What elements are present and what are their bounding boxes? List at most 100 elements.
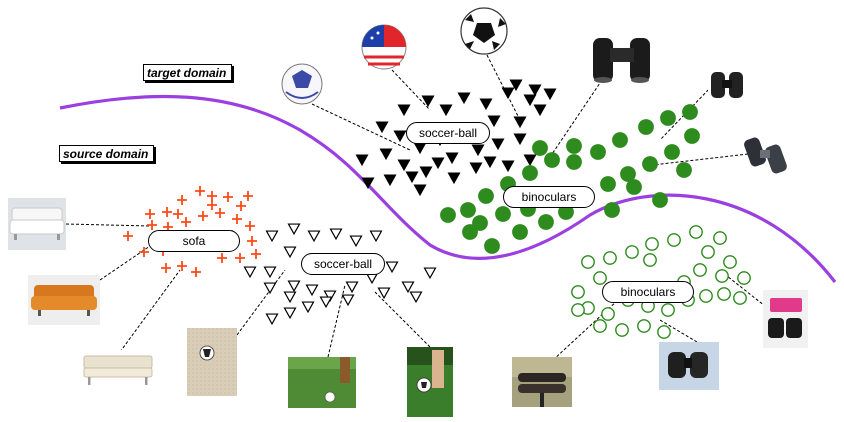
soccer-ball-open-triangle xyxy=(377,287,391,300)
soccer-ball-open-triangle xyxy=(369,230,383,243)
soccer-ball-filled-triangle xyxy=(501,160,515,173)
soccer-ball-filled-triangle xyxy=(421,95,435,108)
binoculars-filled-circle xyxy=(472,215,488,231)
dashed-connector xyxy=(119,269,181,353)
soccer-ball-filled-triangle xyxy=(491,138,505,151)
binoculars-filled-circle xyxy=(512,224,528,240)
dashed-connector xyxy=(547,79,603,161)
soccer-ball-filled-triangle xyxy=(483,156,497,169)
sofa-plus-marker xyxy=(145,209,155,219)
dashed-connector xyxy=(327,284,346,358)
binoculars-filled-circle xyxy=(462,224,478,240)
binoculars-filled-circle xyxy=(522,165,538,181)
soccer-ball-filled-triangle xyxy=(479,98,493,111)
soccer-ball-filled-triangle xyxy=(543,88,557,101)
soccer-ball-open-triangle xyxy=(287,280,301,293)
domain-boundary-curve xyxy=(59,94,837,283)
sofa-plus-marker xyxy=(236,201,246,211)
soccer-ball-classic-photo xyxy=(460,7,508,55)
dashed-connector xyxy=(374,291,431,348)
dashed-connector xyxy=(643,153,749,167)
binoculars-filled-circle xyxy=(676,162,692,178)
binoculars-open-circle xyxy=(661,303,675,317)
binoculars-filled-circle xyxy=(478,188,494,204)
binoculars-open-circle xyxy=(615,323,629,337)
sofa-plus-marker xyxy=(207,200,217,210)
dashed-connector xyxy=(311,103,411,151)
soccer-ball-open-triangle xyxy=(423,267,437,280)
soccer-ball-open-triangle xyxy=(263,282,277,295)
soccer-ball-open-triangle xyxy=(409,291,423,304)
binoculars-filled-circle xyxy=(440,207,456,223)
binoculars-filled-circle xyxy=(626,179,642,195)
sofa-plus-marker xyxy=(215,208,225,218)
sofa-plus-marker xyxy=(123,231,133,241)
binoculars-open-circle xyxy=(713,231,727,245)
soccer-ball-filled-triangle xyxy=(457,92,471,105)
binoculars-dark-photo xyxy=(659,342,719,390)
cluster-label-source-soccer-ball: soccer-ball xyxy=(301,253,385,275)
cluster-label-sofa: sofa xyxy=(148,230,240,252)
soccer-ball-filled-triangle xyxy=(355,154,369,167)
binoculars-filled-circle xyxy=(495,206,511,222)
soccer-ball-open-triangle xyxy=(283,307,297,320)
dashed-connector xyxy=(65,223,151,227)
binoculars-open-circle xyxy=(645,237,659,251)
soccer-ball-open-triangle xyxy=(307,230,321,243)
sofa-plus-marker xyxy=(245,221,255,231)
source-domain-label: source domain xyxy=(59,145,155,162)
binoculars-open-circle xyxy=(571,285,585,299)
sofa-plus-marker xyxy=(177,261,187,271)
binoculars-filled-circle xyxy=(612,132,628,148)
soccer-ball-filled-triangle xyxy=(469,162,483,175)
soccer-ball-open-triangle xyxy=(283,291,297,304)
binoculars-filled-circle xyxy=(684,128,700,144)
binoculars-filled-circle xyxy=(638,119,654,135)
binoculars-open-circle xyxy=(715,269,729,283)
binoculars-open-circle xyxy=(733,291,747,305)
sofa-plus-marker xyxy=(223,192,233,202)
sofa-plus-marker xyxy=(191,267,201,277)
sofa-plus-marker xyxy=(177,195,187,205)
binoculars-open-circle xyxy=(737,271,751,285)
soccer-ball-filled-triangle xyxy=(397,104,411,117)
dashed-connector xyxy=(721,271,771,311)
white-sofa-photo xyxy=(8,198,66,250)
soccer-ball-filled-triangle xyxy=(431,157,445,170)
orange-sofa-photo xyxy=(28,275,100,325)
soccer-ball-sand-photo xyxy=(187,328,237,396)
sofa-plus-marker xyxy=(161,263,171,273)
binoculars-filled-circle xyxy=(652,192,668,208)
binoculars-filled-circle xyxy=(544,152,560,168)
soccer-ball-grass-photo xyxy=(288,357,356,408)
target-domain-label: target domain xyxy=(143,64,233,81)
sofa-plus-marker xyxy=(139,247,149,257)
binoculars-mount-photo xyxy=(512,357,572,407)
binoculars-open-circle xyxy=(689,225,703,239)
soccer-ball-open-triangle xyxy=(323,290,337,303)
soccer-ball-open-triangle xyxy=(265,313,279,326)
binoculars-open-circle xyxy=(693,263,707,277)
dashed-connector xyxy=(236,269,286,336)
soccer-ball-open-triangle xyxy=(263,266,277,279)
soccer-ball-open-triangle xyxy=(385,261,399,274)
soccer-ball-filled-triangle xyxy=(405,171,419,184)
soccer-ball-filled-triangle xyxy=(361,177,375,190)
sofa-plus-marker xyxy=(181,217,191,227)
cluster-label-source-binoculars: binoculars xyxy=(602,281,694,303)
soccer-ball-filled-triangle xyxy=(447,172,461,185)
soccer-ball-filled-triangle xyxy=(528,84,542,97)
sofa-plus-marker xyxy=(247,236,257,246)
soccer-ball-filled-triangle xyxy=(397,159,411,172)
binoculars-open-circle xyxy=(701,245,715,259)
binoculars-open-circle xyxy=(601,307,615,321)
soccer-ball-open-triangle xyxy=(287,223,301,236)
sofa-plus-marker xyxy=(235,253,245,263)
soccer-ball-open-triangle xyxy=(243,266,257,279)
binoculars-filled-circle xyxy=(660,110,676,126)
sofa-plus-marker xyxy=(243,191,253,201)
soccer-ball-filled-triangle xyxy=(533,104,547,117)
soccer-ball-filled-triangle xyxy=(487,115,501,128)
connector-lines xyxy=(65,54,771,361)
